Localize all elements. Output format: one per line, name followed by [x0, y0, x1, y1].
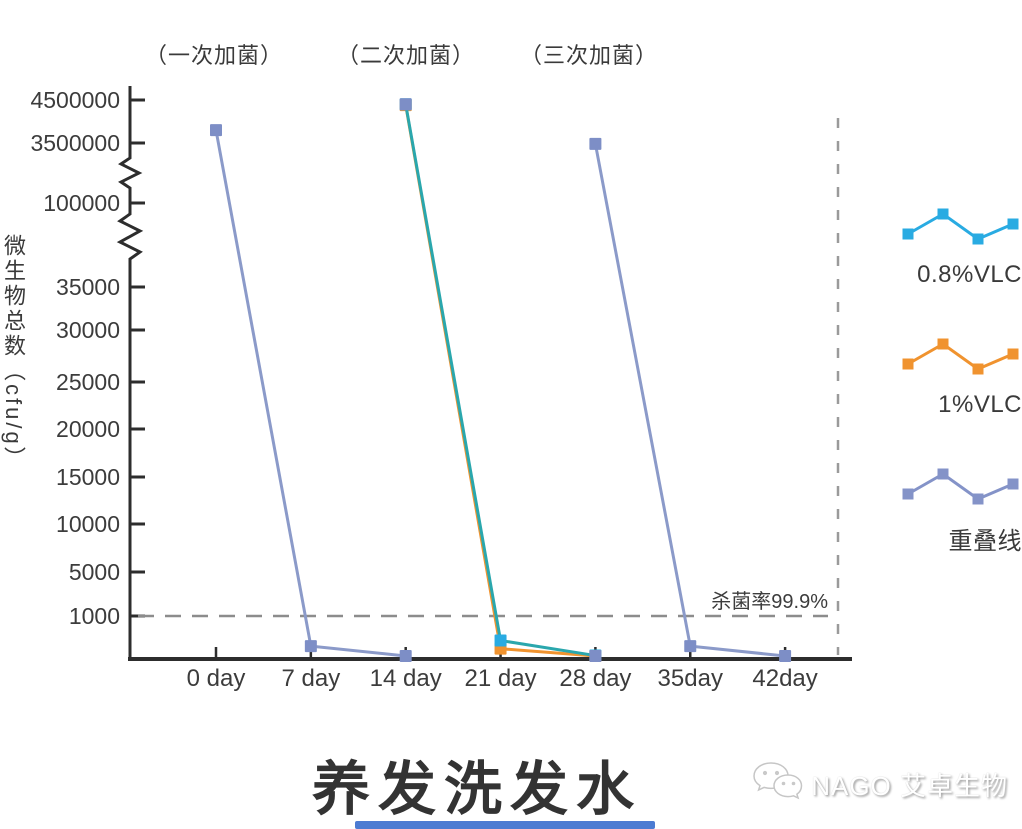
- y-axis-title: 微生物总数（cfu/g）: [1, 234, 26, 472]
- legend-swatch-cyan-zigzag-icon: [898, 203, 1022, 255]
- y-axis-line: [116, 86, 144, 659]
- y-tick-label: 25000: [56, 369, 120, 395]
- annotation-third-inoculation: （三次加菌）: [519, 43, 659, 68]
- threshold-label: 杀菌率99.9%: [711, 590, 828, 613]
- annotation-second-inoculation: （二次加菌）: [336, 43, 476, 68]
- legend-label-1vlc: 1%VLC: [938, 391, 1022, 418]
- x-tick-label: 14 day: [370, 665, 442, 692]
- x-tick-label: 0 day: [187, 665, 246, 692]
- annotation-first-inoculation: （一次加菌）: [144, 43, 284, 68]
- y-tick-label: 35000: [56, 274, 120, 300]
- watermark-brand-text: NAGO 艾卓生物: [811, 771, 1008, 801]
- series-marker-重叠线: [684, 640, 697, 653]
- series-marker-重叠线: [399, 649, 412, 662]
- series-marker-重叠线: [589, 137, 602, 150]
- series-marker-0.8%VLC: [494, 634, 507, 647]
- wechat-logo-icon: [751, 761, 803, 808]
- bottom-progress-bar: [355, 821, 655, 829]
- y-tick-label: 5000: [69, 559, 120, 585]
- series-marker-重叠线: [399, 98, 412, 111]
- series-marker-重叠线: [304, 640, 317, 653]
- x-tick-label: 21 day: [465, 665, 537, 692]
- legend-swatch-blue-zigzag-icon: [898, 463, 1022, 515]
- series-line-重叠线: [214, 129, 406, 658]
- y-tick-label: 10000: [56, 511, 120, 537]
- y-tick-label: 1000: [69, 603, 120, 629]
- y-tick-label: 15000: [56, 464, 120, 490]
- page-title: 养发洗发水: [311, 757, 643, 822]
- x-tick-label: 35day: [658, 665, 723, 692]
- series-marker-重叠线: [779, 649, 792, 662]
- x-tick-label: 28 day: [559, 665, 631, 692]
- series-line-重叠线: [593, 143, 786, 658]
- legend-swatch-orange-zigzag-icon: [898, 333, 1022, 385]
- y-tick-label: 30000: [56, 317, 120, 343]
- y-tick-label: 20000: [56, 416, 120, 442]
- x-tick-label: 7 day: [281, 665, 340, 692]
- legend-item-08vlc: 0.8%VLC: [898, 203, 1022, 289]
- series-line-0.8%VLC: [404, 104, 596, 658]
- legend-item-overlap: 重叠线: [898, 463, 1022, 556]
- series-line-1%VLC: [404, 104, 596, 658]
- legend-label-overlap: 重叠线: [948, 528, 1022, 555]
- y-tick-label: 100000: [43, 190, 120, 216]
- chart-legend: 0.8%VLC 1%VLC 重叠线: [898, 203, 1022, 600]
- series-marker-重叠线: [589, 649, 602, 662]
- y-tick-label: 4500000: [30, 87, 120, 113]
- legend-label-08vlc: 0.8%VLC: [917, 261, 1022, 288]
- y-tick-label: 3500000: [30, 130, 120, 156]
- legend-item-1vlc: 1%VLC: [898, 333, 1022, 419]
- series-marker-重叠线: [210, 124, 222, 137]
- x-tick-label: 42day: [752, 665, 817, 692]
- watermark: NAGO 艾卓生物: [751, 761, 1008, 808]
